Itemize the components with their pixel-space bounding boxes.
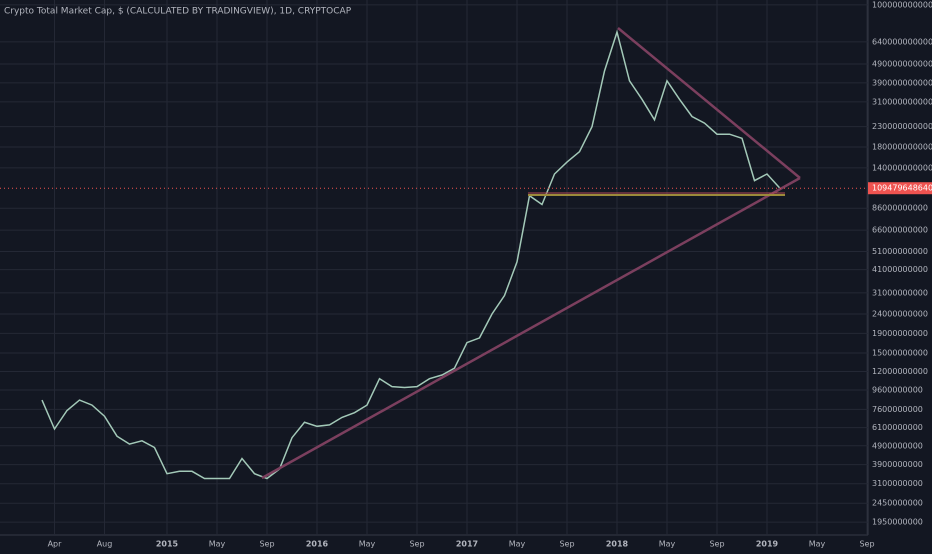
y-tick-label: 310000000000 <box>872 97 932 106</box>
y-tick-label: 2450000000 <box>872 499 923 508</box>
chart-title: Crypto Total Market Cap, $ (CALCULATED B… <box>4 7 352 17</box>
y-tick-label: 6100000000 <box>872 423 923 432</box>
x-tick-label: May <box>359 540 376 549</box>
y-tick-label: 4900000000 <box>872 441 923 450</box>
y-tick-label: 640000000000 <box>872 37 932 46</box>
x-tick-label: Sep <box>559 540 574 549</box>
x-tick-label: 2018 <box>606 540 629 549</box>
y-tick-label: 180000000000 <box>872 142 932 151</box>
last-price-label: 109479648640 <box>872 184 932 193</box>
y-tick-label: 24000000000 <box>872 310 928 319</box>
y-tick-label: 1000000000000 <box>872 0 932 9</box>
y-tick-label: 9600000000 <box>872 386 923 395</box>
y-tick-label: 390000000000 <box>872 78 932 87</box>
y-tick-label: 12000000000 <box>872 367 928 376</box>
y-tick-label: 3100000000 <box>872 479 923 488</box>
y-tick-label: 51000000000 <box>872 247 928 256</box>
y-tick-label: 86000000000 <box>872 204 928 213</box>
trend-line <box>261 176 801 480</box>
trend-line <box>617 27 801 179</box>
x-tick-label: May <box>209 540 226 549</box>
x-tick-label: Sep <box>409 540 424 549</box>
y-tick-label: 230000000000 <box>872 122 932 131</box>
price-line <box>41 29 781 480</box>
y-tick-label: 31000000000 <box>872 288 928 297</box>
x-tick-label: Aug <box>97 540 113 549</box>
y-tick-label: 41000000000 <box>872 265 928 274</box>
x-tick-label: Sep <box>709 540 724 549</box>
x-tick-label: 2015 <box>156 540 179 549</box>
last-price-marker <box>868 182 932 195</box>
y-tick-label: 15000000000 <box>872 349 928 358</box>
y-tick-label: 1950000000 <box>872 518 923 527</box>
y-tick-label: 3900000000 <box>872 460 923 469</box>
x-tick-label: 2016 <box>306 540 329 549</box>
x-tick-label: Apr <box>48 540 63 549</box>
x-tick-label: 2017 <box>456 540 478 549</box>
x-tick-label: May <box>509 540 526 549</box>
plot <box>41 29 781 480</box>
y-tick-label: 66000000000 <box>872 226 928 235</box>
x-tick-label: 2019 <box>756 540 779 549</box>
y-tick-label: 490000000000 <box>872 59 932 68</box>
y-tick-label: 7600000000 <box>872 405 923 414</box>
x-tick-label: Sep <box>259 540 274 549</box>
y-tick-label: 140000000000 <box>872 163 932 172</box>
y-tick-label: 19000000000 <box>872 329 928 338</box>
x-tick-label: May <box>809 540 826 549</box>
grid <box>0 0 868 535</box>
x-tick-label: May <box>659 540 676 549</box>
x-tick-label: Sep <box>859 540 874 549</box>
